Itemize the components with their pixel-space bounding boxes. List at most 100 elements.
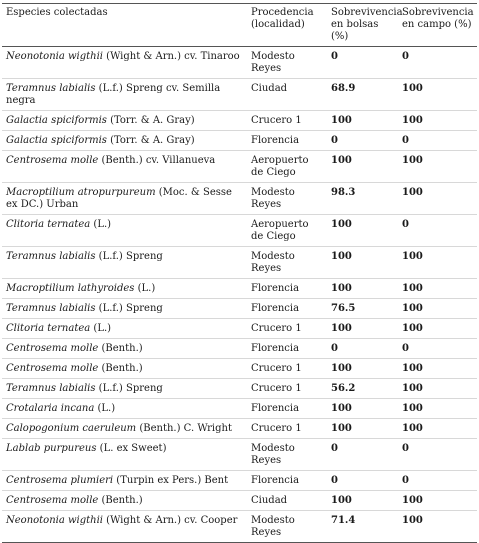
survival-bags-cell: 100 — [327, 278, 398, 299]
table-row: Teramnus labialis (L.f.) Spreng Modesto R… — [2, 246, 477, 279]
origin-cell: Crucero 1 — [247, 418, 327, 439]
survival-field-cell: 100 — [398, 78, 477, 111]
survival-bags-cell: 100 — [327, 246, 398, 279]
origin-cell: Florencia — [247, 338, 327, 359]
origin-cell: Crucero 1 — [247, 318, 327, 339]
table-row: Macroptilium atropurpureum (Moc. & Sesse… — [2, 182, 477, 215]
species-cell: Crotalaria incana (L.) — [2, 398, 247, 419]
species-scientific-name: Teramnus labialis — [6, 83, 96, 94]
species-scientific-name: Macroptilium atropurpureum — [6, 187, 156, 198]
table-row: Teramnus labialis (L.f.) Spreng Crucero 1… — [2, 378, 477, 399]
species-authority: (Torr. & A. Gray) — [106, 115, 195, 126]
table-row: Neonotonia wigthii (Wight & Arn.) cv. Co… — [2, 510, 477, 543]
species-scientific-name: Centrosema molle — [6, 363, 99, 374]
survival-field-cell: 0 — [398, 130, 477, 151]
species-cell: Centrosema molle (Benth.) — [2, 358, 247, 379]
survival-bags-cell: 100 — [327, 398, 398, 419]
survival-bags-cell: 100 — [327, 214, 398, 247]
species-scientific-name: Crotalaria incana — [6, 403, 95, 414]
species-cell: Teramnus labialis (L.f.) Spreng cv. Semi… — [2, 78, 247, 111]
table-row: Centrosema molle (Benth.) Crucero 1 100 100 — [2, 358, 477, 379]
table-header-row: Especies colectadas Procedencia (localid… — [2, 3, 477, 47]
table-row: Clitoria ternatea (L.) Aeropuerto de Cieg… — [2, 214, 477, 247]
origin-cell: Modesto Reyes — [247, 246, 327, 279]
origin-cell: Florencia — [247, 298, 327, 319]
survival-bags-cell: 0 — [327, 338, 398, 359]
header-origin: Procedencia (localidad) — [247, 3, 327, 47]
origin-cell: Florencia — [247, 278, 327, 299]
species-authority: (Benth.) — [98, 363, 143, 374]
origin-cell: Florencia — [247, 470, 327, 491]
species-scientific-name: Centrosema molle — [6, 155, 99, 166]
species-cell: Galactia spiciformis (Torr. & A. Gray) — [2, 110, 247, 131]
origin-cell: Florencia — [247, 398, 327, 419]
species-cell: Centrosema molle (Benth.) — [2, 338, 247, 359]
header-survival-field: Sobrevivencia en campo (%) — [398, 3, 477, 47]
survival-field-cell: 100 — [398, 378, 477, 399]
species-authority: (Benth.) cv. Villanueva — [98, 155, 216, 166]
species-cell: Macroptilium lathyroides (L.) — [2, 278, 247, 299]
table-row: Lablab purpureus (L. ex Sweet) Modesto Re… — [2, 438, 477, 471]
origin-cell: Modesto Reyes — [247, 510, 327, 543]
survival-bags-cell: 0 — [327, 470, 398, 491]
origin-cell: Crucero 1 — [247, 110, 327, 131]
species-scientific-name: Neonotonia wigthii — [6, 515, 103, 526]
header-survival-bags: Sobrevivencia en bolsas (%) — [327, 3, 403, 47]
species-authority: (L.f.) Spreng — [95, 251, 163, 262]
table-row: Clitoria ternatea (L.) Crucero 1 100 100 — [2, 318, 477, 339]
survival-bags-cell: 0 — [327, 130, 398, 151]
species-scientific-name: Teramnus labialis — [6, 383, 96, 394]
species-authority: (Wight & Arn.) cv. Tinaroo — [102, 51, 240, 62]
survival-field-cell: 100 — [398, 358, 477, 379]
species-scientific-name: Galactia spiciformis — [6, 115, 107, 126]
origin-cell: Modesto Reyes — [247, 438, 327, 471]
species-authority: (L.) — [134, 283, 156, 294]
origin-cell: Aeropuerto de Ciego — [247, 214, 327, 247]
species-cell: Macroptilium atropurpureum (Moc. & Sesse… — [2, 182, 247, 215]
species-authority: (L.f.) Spreng cv. Semilla negra — [6, 83, 224, 106]
table-row: Macroptilium lathyroides (L.) Florencia 10… — [2, 278, 477, 299]
species-cell: Centrosema molle (Benth.) — [2, 490, 247, 511]
species-scientific-name: Centrosema molle — [6, 343, 99, 354]
origin-cell: Modesto Reyes — [247, 182, 327, 215]
survival-table: Especies colectadas Procedencia (localid… — [2, 3, 477, 543]
table-row: Centrosema molle (Benth.) Florencia 0 0 — [2, 338, 477, 359]
species-cell: Calopogonium caeruleum (Benth.) C. Wrigh… — [2, 418, 247, 439]
survival-field-cell: 0 — [398, 46, 477, 79]
species-authority: (L.) — [94, 403, 116, 414]
survival-field-cell: 100 — [398, 150, 477, 183]
species-scientific-name: Centrosema molle — [6, 495, 99, 506]
survival-bags-cell: 100 — [327, 358, 398, 379]
survival-bags-cell: 100 — [327, 110, 398, 131]
origin-cell: Crucero 1 — [247, 378, 327, 399]
table-row: Teramnus labialis (L.f.) Spreng cv. Semi… — [2, 78, 477, 111]
table-row: Neonotonia wigthii (Wight & Arn.) cv. Ti… — [2, 46, 477, 79]
origin-cell: Florencia — [247, 130, 327, 151]
species-cell: Teramnus labialis (L.f.) Spreng — [2, 298, 247, 319]
species-cell: Centrosema plumieri (Turpin ex Pers.) Be… — [2, 470, 247, 491]
species-scientific-name: Teramnus labialis — [6, 303, 96, 314]
survival-bags-cell: 100 — [327, 150, 398, 183]
table-row: Galactia spiciformis (Torr. & A. Gray) Fl… — [2, 130, 477, 151]
species-scientific-name: Calopogonium caeruleum — [6, 423, 137, 434]
species-authority: (L.f.) Spreng — [95, 303, 163, 314]
survival-field-cell: 0 — [398, 338, 477, 359]
species-authority: (Wight & Arn.) cv. Cooper — [102, 515, 238, 526]
species-authority: (L. ex Sweet) — [96, 443, 167, 454]
survival-field-cell: 100 — [398, 278, 477, 299]
species-cell: Clitoria ternatea (L.) — [2, 214, 247, 247]
species-cell: Galactia spiciformis (Torr. & A. Gray) — [2, 130, 247, 151]
species-authority: (Moc. & Sesse ex DC.) Urban — [6, 187, 236, 210]
species-scientific-name: Macroptilium lathyroides — [6, 283, 135, 294]
species-scientific-name: Galactia spiciformis — [6, 135, 107, 146]
survival-field-cell: 100 — [398, 398, 477, 419]
survival-field-cell: 100 — [398, 490, 477, 511]
origin-cell: Ciudad — [247, 490, 327, 511]
table-row: Centrosema molle (Benth.) Ciudad 100 100 — [2, 490, 477, 511]
species-cell: Neonotonia wigthii (Wight & Arn.) cv. Ti… — [2, 46, 247, 79]
origin-cell: Crucero 1 — [247, 358, 327, 379]
survival-bags-cell: 0 — [327, 438, 398, 471]
table-row: Centrosema plumieri (Turpin ex Pers.) Be… — [2, 470, 477, 491]
origin-cell: Ciudad — [247, 78, 327, 111]
species-cell: Teramnus labialis (L.f.) Spreng — [2, 246, 247, 279]
